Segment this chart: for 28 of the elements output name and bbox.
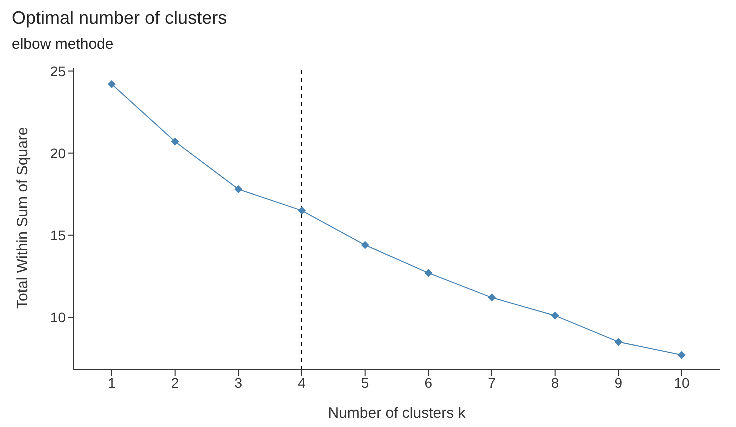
x-tick-label: 1 (108, 374, 116, 391)
y-axis-title: Total Within Sum of Square (14, 127, 32, 309)
x-tick-label: 6 (424, 374, 433, 391)
point (298, 206, 306, 215)
point (108, 80, 116, 88)
x-tick-label: 7 (488, 374, 496, 391)
y-tick-label: 15 (50, 227, 66, 244)
y-tick-label: 10 (50, 309, 66, 326)
x-tick-label: 5 (361, 374, 370, 391)
x-axis-title: Number of clusters k (328, 405, 466, 422)
point (361, 241, 370, 250)
point (424, 269, 433, 278)
x-tick-label: 9 (614, 374, 623, 391)
y-tick-label: 25 (50, 63, 66, 80)
x-tick-label: 10 (674, 374, 690, 391)
y-tick-label: 20 (50, 145, 66, 162)
chart-subtitle: elbow methode (12, 36, 114, 53)
point (614, 338, 623, 346)
chart-title: Optimal number of clusters (12, 8, 228, 29)
point (234, 185, 243, 194)
point (488, 294, 496, 302)
point (171, 138, 180, 146)
x-tick-label: 3 (234, 374, 243, 391)
x-tick-label: 2 (171, 374, 180, 391)
point (678, 351, 686, 360)
x-tick-label: 8 (551, 374, 560, 391)
point (551, 312, 560, 320)
x-tick-label: 4 (298, 374, 306, 391)
